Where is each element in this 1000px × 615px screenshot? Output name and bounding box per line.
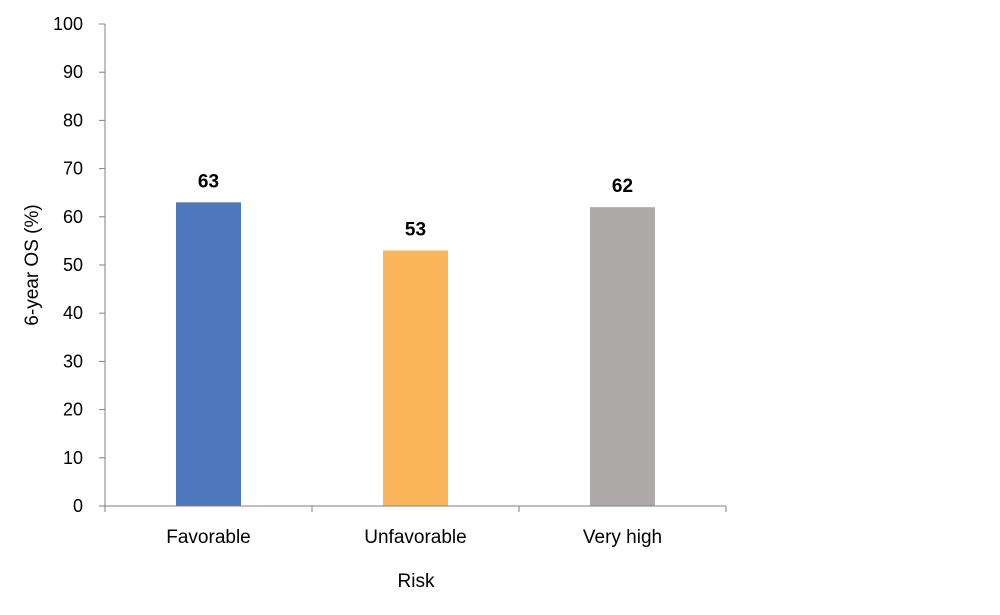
y-tick-label: 30 bbox=[63, 351, 83, 371]
bar-very-high bbox=[590, 207, 655, 506]
y-axis-title: 6-year OS (%) bbox=[22, 204, 43, 325]
x-axis-title: Risk bbox=[398, 571, 435, 592]
bars bbox=[176, 202, 655, 506]
x-category-label: Very high bbox=[583, 527, 662, 548]
y-tick-label: 80 bbox=[63, 110, 83, 130]
bar-favorable bbox=[176, 202, 241, 506]
y-tick-label: 20 bbox=[63, 400, 83, 420]
y-tick-label: 100 bbox=[53, 14, 83, 34]
x-axis-ticks: Favorable Unfavorable Very high bbox=[104, 506, 727, 548]
data-labels: 63 53 62 bbox=[198, 171, 633, 240]
bar-unfavorable bbox=[383, 250, 448, 506]
y-tick-label: 70 bbox=[63, 159, 83, 179]
y-axis-ticks: 0 10 20 30 40 50 60 70 80 90 100 bbox=[53, 14, 105, 516]
y-tick-label: 40 bbox=[63, 303, 83, 323]
y-tick-label: 90 bbox=[63, 62, 83, 82]
data-label: 63 bbox=[198, 171, 219, 192]
y-tick-label: 10 bbox=[63, 448, 83, 468]
y-tick-label: 50 bbox=[63, 255, 83, 275]
data-label: 53 bbox=[405, 220, 426, 241]
y-tick-label: 60 bbox=[63, 207, 83, 227]
y-tick-label: 0 bbox=[73, 496, 83, 516]
x-category-label: Favorable bbox=[166, 527, 251, 548]
data-label: 62 bbox=[612, 176, 633, 197]
x-category-label: Unfavorable bbox=[364, 527, 466, 548]
